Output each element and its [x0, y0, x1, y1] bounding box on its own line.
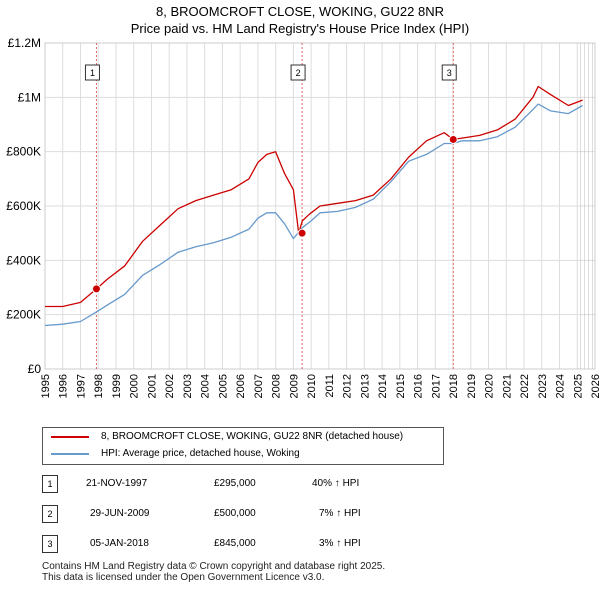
y-tick-label: £0 [28, 362, 42, 376]
property-series-line [45, 85, 583, 308]
transaction-price: £845,000 [214, 538, 256, 549]
transaction-number: 3 [42, 535, 58, 553]
x-tick-label: 2008 [271, 374, 283, 398]
forecast-hatch [579, 43, 595, 369]
sale-point [448, 134, 458, 144]
sale-point [297, 228, 307, 238]
x-tick-label: 2016 [413, 374, 425, 398]
x-tick-label: 2005 [217, 374, 229, 398]
transaction-price: £500,000 [214, 508, 256, 519]
x-tick-label: 2002 [164, 374, 176, 398]
x-tick-label: 2025 [572, 374, 584, 398]
x-tick-label: 2014 [377, 374, 389, 398]
x-tick-label: 2018 [448, 374, 460, 398]
transaction-price: £295,000 [214, 478, 256, 489]
y-tick-label: £800K [6, 145, 41, 159]
x-tick-label: 2013 [359, 374, 371, 398]
footer-licence: This data is licensed under the Open Gov… [42, 572, 325, 583]
price-chart: £0 £200K £400K £600K £800K £1M £1.2M 1995 1996 1… [6, 36, 600, 398]
x-tick-label: 2000 [129, 374, 141, 398]
footer-copyright: Contains HM Land Registry data © Crown c… [42, 561, 386, 572]
x-tick-label: 1997 [75, 374, 87, 398]
sale-point [91, 284, 101, 294]
x-tick-label: 2010 [306, 374, 318, 398]
x-tick-label: 2015 [395, 374, 407, 398]
legend-label-property: 8, BROOMCROFT CLOSE, WOKING, GU22 8NR (d… [101, 431, 404, 442]
transaction-date: 21-NOV-1997 [86, 478, 148, 489]
y-tick-label: £1.2M [8, 36, 41, 50]
x-tick-label: 2024 [555, 374, 567, 398]
x-tick-label: 2012 [342, 374, 354, 398]
x-tick-label: 1999 [111, 374, 123, 398]
x-tick-label: 2009 [288, 374, 300, 398]
y-tick-label: £600K [6, 199, 41, 213]
chart-legend: 8, BROOMCROFT CLOSE, WOKING, GU22 8NR (d… [42, 427, 444, 465]
x-tick-label: 2020 [484, 374, 496, 398]
transaction-hpi: 40% ↑ HPI [312, 478, 360, 489]
transaction-date: 29-JUN-2009 [90, 508, 150, 519]
sale-marker-label: 2 [296, 68, 301, 78]
x-tick-label: 2006 [235, 374, 247, 398]
x-tick-label: 1996 [58, 374, 70, 398]
x-tick-label: 2026 [590, 374, 600, 398]
sale-marker-box [290, 64, 306, 81]
legend-swatch-red [51, 436, 89, 438]
x-tick-label: 2017 [430, 374, 442, 398]
y-tick-label: £400K [6, 253, 41, 267]
transaction-number: 1 [42, 475, 58, 493]
sale-marker-box [441, 64, 457, 81]
x-tick-label: 1998 [93, 374, 105, 398]
chart-title: 8, BROOMCROFT CLOSE, WOKING, GU22 8NR [156, 4, 444, 19]
x-tick-label: 2001 [146, 374, 158, 398]
x-tick-label: 2022 [519, 374, 531, 398]
x-tick-label: 2004 [200, 374, 212, 398]
chart-subtitle: Price paid vs. HM Land Registry's House … [130, 21, 470, 36]
sale-marker-label: 1 [90, 68, 95, 78]
sale-marker-label: 3 [447, 68, 452, 78]
legend-label-hpi: HPI: Average price, detached house, Woki… [101, 448, 300, 459]
x-tick-label: 2011 [324, 374, 336, 398]
hpi-series-line [44, 103, 583, 327]
x-tick-label: 1995 [40, 374, 52, 398]
transaction-number: 2 [42, 505, 58, 523]
transaction-hpi: 3% ↑ HPI [319, 538, 361, 549]
transaction-date: 05-JAN-2018 [90, 538, 149, 549]
x-tick-label: 2007 [253, 374, 265, 398]
sale-marker-box [84, 64, 100, 81]
y-tick-label: £200K [6, 308, 41, 322]
transaction-hpi: 7% ↑ HPI [319, 508, 361, 519]
legend-swatch-blue [51, 453, 89, 455]
x-tick-label: 2021 [501, 374, 513, 398]
x-tick-label: 2023 [537, 374, 549, 398]
x-tick-label: 2003 [182, 374, 194, 398]
y-tick-label: £1M [18, 90, 41, 104]
x-tick-label: 2019 [466, 374, 478, 398]
